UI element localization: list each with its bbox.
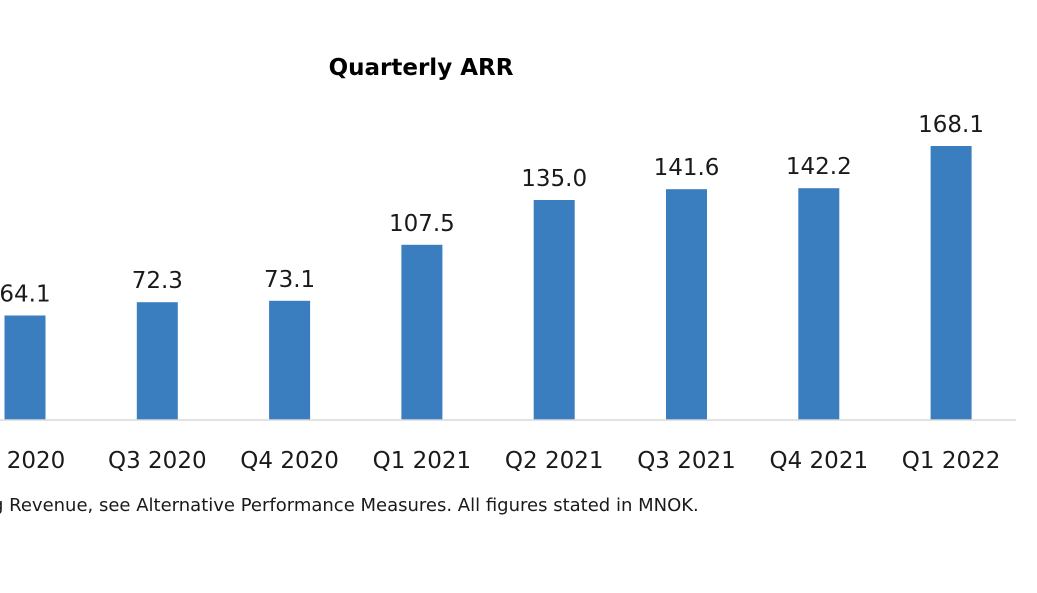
- bar-4: [401, 244, 443, 420]
- bar-7: [798, 188, 840, 420]
- value-label-4: 107.5: [389, 211, 455, 237]
- tick-label-5: Q2 2021: [505, 448, 604, 474]
- bar-5: [533, 200, 575, 420]
- tick-label-2: Q3 2020: [108, 448, 207, 474]
- bar-6: [666, 189, 707, 420]
- bars-group: [4, 146, 972, 420]
- tick-label-8: Q1 2022: [902, 448, 1001, 474]
- bar-8: [930, 146, 972, 420]
- tick-label-7: Q4 2021: [770, 448, 869, 474]
- value-label-5: 135.0: [521, 166, 587, 192]
- bar-1: [4, 315, 46, 420]
- tick-label-1: 2 2020: [0, 448, 65, 474]
- value-label-2: 72.3: [132, 268, 183, 294]
- footnote: g Revenue, see Alternative Performance M…: [0, 495, 699, 516]
- tick-labels-group: 2 2020 Q3 2020 Q4 2020 Q1 2021 Q2 2021 Q3 202…: [0, 448, 1000, 474]
- value-label-1: 64.1: [0, 282, 51, 308]
- value-labels-group: 64.1 72.3 73.1 107.5 135.0 141.6 142.2 168.1: [0, 112, 984, 308]
- value-label-7: 142.2: [786, 154, 852, 180]
- chart-title: Quarterly ARR: [329, 55, 514, 81]
- tick-label-3: Q4 2020: [240, 448, 339, 474]
- tick-label-4: Q1 2021: [373, 448, 472, 474]
- tick-label-6: Q3 2021: [637, 448, 736, 474]
- bar-2: [136, 302, 178, 420]
- value-label-3: 73.1: [264, 267, 315, 293]
- value-label-8: 168.1: [918, 112, 984, 138]
- value-label-6: 141.6: [654, 155, 720, 181]
- bar-3: [269, 300, 311, 420]
